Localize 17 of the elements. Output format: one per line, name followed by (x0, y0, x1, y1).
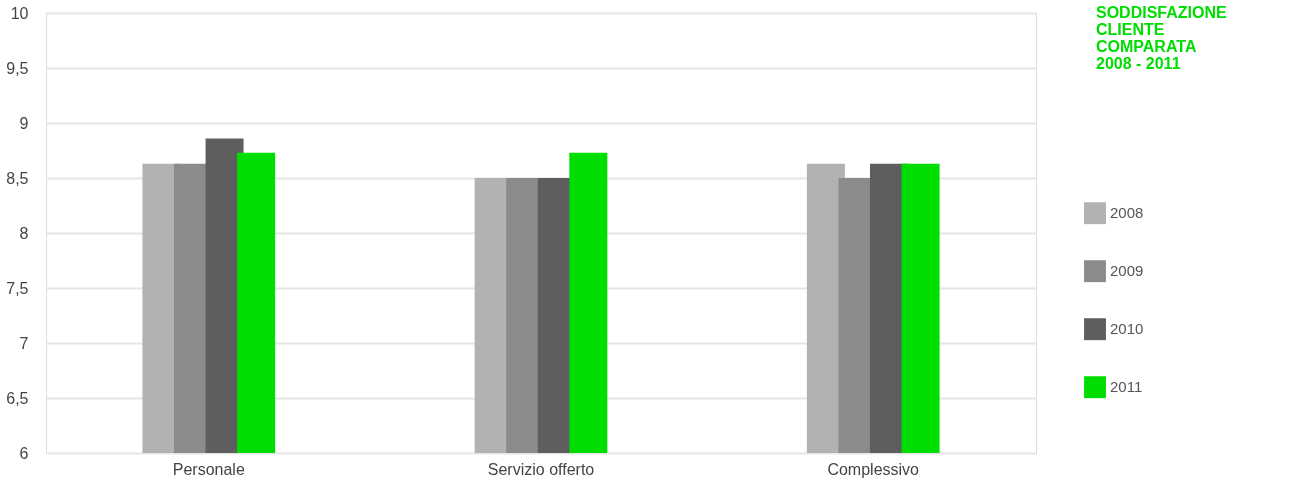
x-tick-label: Personale (172, 460, 245, 478)
y-tick-label: 8 (19, 224, 29, 242)
y-tick-label: 7,5 (6, 279, 29, 297)
y-tick-label: 9 (19, 114, 29, 132)
y-tick-label: 6,5 (6, 389, 29, 407)
legend-label: 2009 (1110, 262, 1144, 280)
text: SODDISFAZIONE CLIENTE COMPARATA 2008 - 2011 (1096, 4, 1228, 72)
y-tick-label: 7 (19, 334, 29, 352)
y-tick-label: 10 (10, 4, 29, 22)
legend-label: 2008 (1110, 204, 1144, 222)
x-tick-label: Complessivo (827, 460, 920, 478)
legend-label: 2010 (1110, 320, 1144, 338)
x-tick-label: Servizio offerto (487, 460, 595, 478)
y-tick-label: 8,5 (6, 169, 29, 187)
legend-label: 2011 (1110, 378, 1143, 396)
y-tick-label: 6 (19, 444, 29, 462)
y-tick-label: 9,5 (6, 59, 29, 77)
